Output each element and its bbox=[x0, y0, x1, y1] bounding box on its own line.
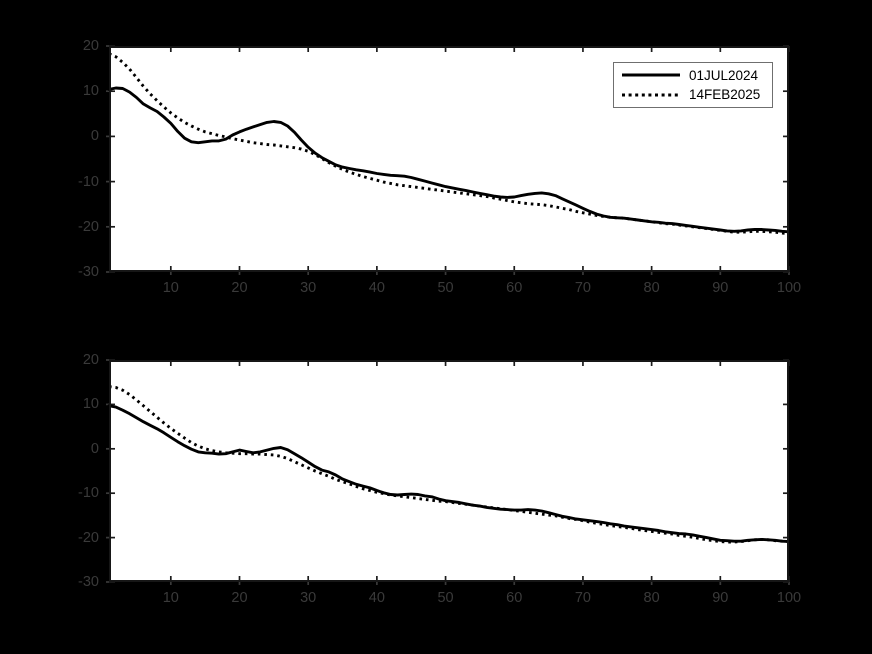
x-tick-label: 20 bbox=[231, 280, 248, 296]
legend-item-dotted[interactable]: 14FEB2025 bbox=[622, 86, 764, 104]
x-tick-label: 10 bbox=[162, 590, 179, 606]
y-tick-label: 10 bbox=[82, 396, 99, 413]
x-tick-label: 90 bbox=[712, 590, 729, 606]
x-tick-label: 10 bbox=[162, 280, 179, 296]
legend-item-solid[interactable]: 01JUL2024 bbox=[622, 66, 764, 84]
x-tick-label: 30 bbox=[300, 280, 317, 296]
x-tick-label: 20 bbox=[231, 590, 248, 606]
y-tick-label: 0 bbox=[90, 128, 99, 145]
x-tick-label: 50 bbox=[437, 280, 454, 296]
y-tick-label: -20 bbox=[78, 218, 99, 235]
x-tick-label: 40 bbox=[368, 590, 385, 606]
dotted-line-sample bbox=[622, 93, 680, 97]
series-line-dotted bbox=[108, 52, 790, 236]
legend[interactable]: 01JUL2024 14FEB2025 bbox=[613, 62, 773, 108]
x-tick-label: 40 bbox=[368, 280, 385, 296]
x-tick-label: 100 bbox=[776, 280, 802, 296]
series-line-dotted bbox=[108, 385, 790, 544]
x-tick-label: 80 bbox=[643, 590, 660, 606]
solid-line-sample bbox=[622, 73, 680, 77]
x-tick-label: 30 bbox=[300, 590, 317, 606]
legend-label-solid: 01JUL2024 bbox=[689, 67, 759, 83]
x-tick-label: 60 bbox=[506, 590, 523, 606]
y-tick-label: 20 bbox=[82, 352, 99, 368]
plot-area bbox=[106, 45, 791, 275]
y-tick-label: 20 bbox=[82, 38, 99, 54]
y-tick-label: 0 bbox=[90, 440, 99, 457]
y-tick-label: -20 bbox=[78, 529, 99, 546]
x-tick-label: 70 bbox=[574, 590, 591, 606]
y-tick-label: -10 bbox=[78, 485, 99, 502]
x-tick-label: 80 bbox=[643, 280, 660, 296]
series-line-solid bbox=[107, 404, 791, 544]
x-tick-label: 60 bbox=[506, 280, 523, 296]
series-line-solid bbox=[107, 86, 791, 234]
x-tick-label: 50 bbox=[437, 590, 454, 606]
subplot-bottom bbox=[106, 359, 791, 585]
x-tick-label: 70 bbox=[574, 280, 591, 296]
y-tick-label: 10 bbox=[82, 83, 99, 100]
y-tick-label: -30 bbox=[78, 574, 99, 590]
legend-label-dotted: 14FEB2025 bbox=[689, 87, 761, 103]
plot-area bbox=[106, 359, 791, 585]
y-tick-label: -30 bbox=[78, 264, 99, 280]
x-tick-label: 90 bbox=[712, 280, 729, 296]
x-tick-label: 100 bbox=[776, 590, 802, 606]
y-tick-label: -10 bbox=[78, 173, 99, 190]
